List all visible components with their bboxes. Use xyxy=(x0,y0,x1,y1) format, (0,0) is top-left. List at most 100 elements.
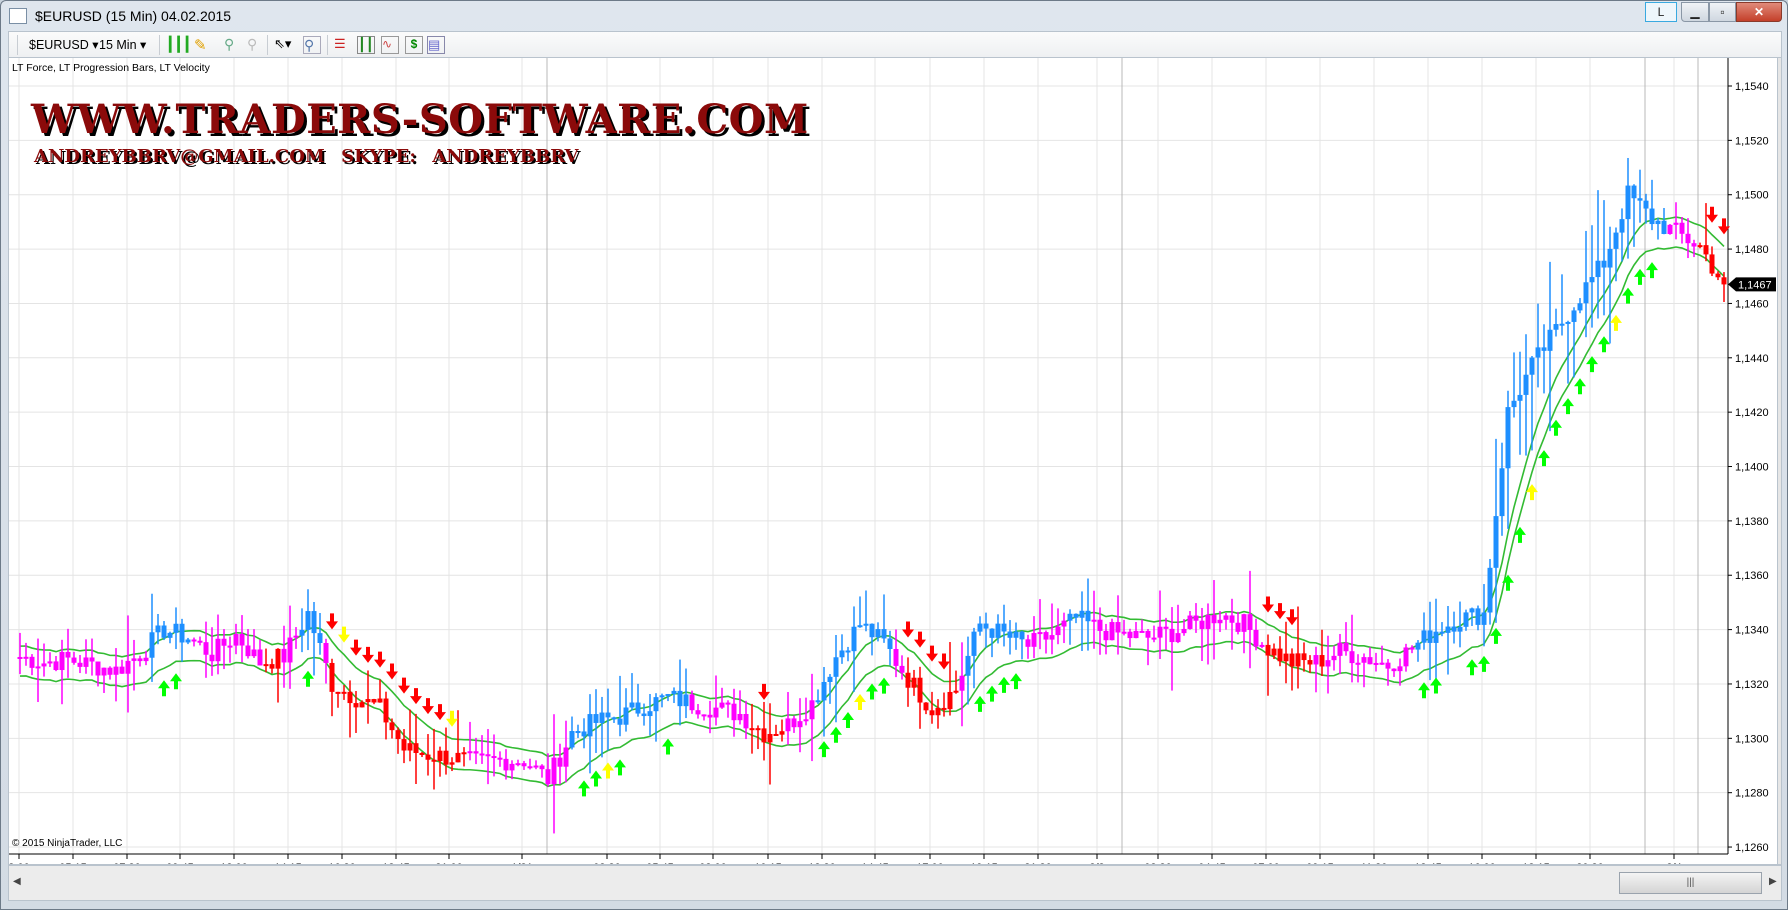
zoom-in-icon[interactable]: ⚲ xyxy=(224,36,235,52)
minimize-icon[interactable]: ▁ xyxy=(1681,2,1709,22)
chart-properties-icon[interactable]: ∿ xyxy=(381,36,399,54)
candle-body xyxy=(209,654,215,662)
candle-body xyxy=(1295,653,1301,667)
candle-body xyxy=(137,658,143,662)
candle-body xyxy=(329,662,335,692)
candle-body xyxy=(1187,615,1193,629)
buy-arrow-icon xyxy=(1010,673,1022,690)
candle-body xyxy=(1535,347,1541,358)
candle-body xyxy=(485,754,491,757)
candle-body xyxy=(1385,662,1391,669)
candle-body xyxy=(1379,662,1385,665)
candle-body xyxy=(83,657,89,667)
candle-body xyxy=(1367,657,1373,665)
instrument-selector[interactable]: $EURUSD ▾ xyxy=(29,38,99,52)
interval-selector[interactable]: 15 Min ▾ xyxy=(99,38,147,52)
sell-arrow-icon xyxy=(446,710,458,727)
candle-body xyxy=(1649,208,1655,225)
buy-arrow-icon xyxy=(590,770,602,787)
candle-body xyxy=(905,672,911,688)
toolbar-separator xyxy=(267,35,268,55)
strategy-icon[interactable]: ▤ xyxy=(427,36,445,54)
candle-body xyxy=(413,743,419,753)
candle-body xyxy=(557,757,563,767)
buy-arrow-icon xyxy=(602,762,614,779)
candle-body xyxy=(1001,623,1007,632)
candle-body xyxy=(635,702,641,714)
candle-body xyxy=(95,661,101,676)
candles-group xyxy=(17,157,1727,834)
candle-body xyxy=(1343,642,1349,652)
data-box-icon[interactable]: ☰ xyxy=(334,36,346,51)
time-axis-label: 09:45 xyxy=(166,862,194,865)
candle-body xyxy=(1415,642,1421,650)
buy-arrow-icon xyxy=(1538,450,1550,467)
zoom-out-icon[interactable]: ⚲ xyxy=(247,36,258,52)
candle-body xyxy=(1139,630,1145,633)
candle-body xyxy=(1439,631,1445,634)
buy-arrow-icon xyxy=(1502,574,1514,591)
candle-body xyxy=(803,719,809,722)
time-axis-label: 08:00 xyxy=(699,862,727,865)
price-axis-label: 1,1400 xyxy=(1735,462,1769,474)
candle-body xyxy=(653,697,659,712)
candle-body xyxy=(383,698,389,723)
scroll-right-arrow-icon[interactable]: ▶ xyxy=(1769,876,1777,887)
time-axis-label: 14:15 xyxy=(274,862,302,865)
candle-body xyxy=(953,690,959,693)
horizontal-scrollbar[interactable]: ◀ ||| ▶ xyxy=(8,865,1782,901)
candle-body xyxy=(617,718,623,725)
magnify-icon[interactable]: ⚲ xyxy=(303,36,321,54)
vertical-scrollbar[interactable] xyxy=(1777,58,1781,864)
candle-body xyxy=(197,640,203,643)
candle-body xyxy=(1499,468,1505,517)
candle-body xyxy=(1091,619,1097,622)
candle-body xyxy=(467,751,473,754)
candle-body xyxy=(1043,632,1049,640)
cursor-pointer-icon[interactable]: ⇖▾ xyxy=(274,36,292,51)
candle-body xyxy=(713,707,719,718)
candle-body xyxy=(1421,630,1427,643)
candle-body xyxy=(1349,651,1355,664)
candlestick-style-icon[interactable]: ┃┃┃ xyxy=(166,36,192,52)
link-button[interactable]: L xyxy=(1645,2,1677,22)
candle-body xyxy=(887,638,893,649)
candle-body xyxy=(1157,626,1163,638)
price-axis-label: 1,1480 xyxy=(1735,244,1769,256)
candle-body xyxy=(923,702,929,711)
candle-body xyxy=(1193,615,1199,621)
candle-body xyxy=(575,731,581,734)
dollar-icon[interactable]: $ xyxy=(405,36,423,54)
candle-body xyxy=(665,694,671,697)
candle-body xyxy=(731,703,737,721)
candle-body xyxy=(647,711,653,717)
candle-body xyxy=(671,690,677,695)
scroll-left-arrow-icon[interactable]: ◀ xyxy=(13,876,21,887)
candle-body xyxy=(449,762,455,765)
chart-panel[interactable]: 1,1540 1,1520 1,1500 1,1480 1,1460 1,1440 1,14… xyxy=(8,57,1782,865)
candle-body xyxy=(707,714,713,718)
candle-body xyxy=(1571,310,1577,322)
bar-chart-icon[interactable]: ┃┃ xyxy=(357,36,375,54)
candle-body xyxy=(155,625,161,633)
pencil-draw-icon[interactable]: ✎ xyxy=(194,37,207,54)
maximize-icon[interactable]: ▫ xyxy=(1709,2,1736,22)
candle-body xyxy=(503,758,509,771)
candle-body xyxy=(515,763,521,766)
close-icon[interactable]: ✕ xyxy=(1736,2,1782,22)
price-axis-label: 1,1280 xyxy=(1735,788,1769,800)
candle-body xyxy=(107,667,113,675)
candle-body xyxy=(797,721,803,728)
price-chart[interactable]: 1,1540 1,1520 1,1500 1,1480 1,1460 1,1440 1,14… xyxy=(9,58,1782,865)
candle-body xyxy=(1235,622,1241,632)
time-axis-label: 20:30 xyxy=(1576,862,1604,865)
candle-body xyxy=(791,718,797,728)
candle-body xyxy=(1061,620,1067,627)
candle-body xyxy=(71,657,77,663)
time-axis-label: 1/31 xyxy=(511,862,532,865)
candle-body xyxy=(1445,626,1451,633)
buy-arrow-icon xyxy=(986,685,998,702)
scroll-thumb[interactable]: ||| xyxy=(1619,872,1762,894)
candle-body xyxy=(1271,648,1277,656)
candle-body xyxy=(1529,357,1535,375)
